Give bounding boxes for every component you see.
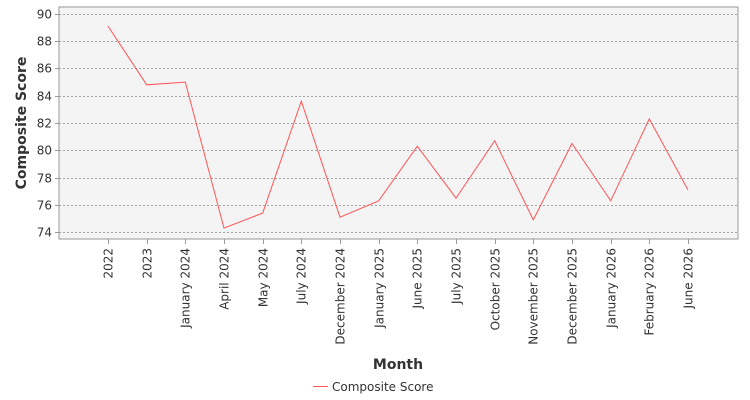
y-tick-label-90: 90 bbox=[37, 8, 52, 22]
x-tick-label-0: 2022 bbox=[102, 248, 116, 279]
x-tick-label-11: November 2025 bbox=[527, 248, 541, 345]
y-tick-label-76: 76 bbox=[37, 199, 52, 213]
data-point-6 bbox=[339, 216, 342, 219]
y-tick-label-82: 82 bbox=[37, 117, 52, 131]
x-axis-title: Month bbox=[373, 357, 423, 373]
data-point-10 bbox=[493, 139, 496, 142]
x-tick-label-1: 2023 bbox=[141, 248, 155, 279]
data-point-4 bbox=[261, 212, 264, 215]
y-tick-label-84: 84 bbox=[37, 90, 52, 104]
data-point-1 bbox=[145, 83, 148, 86]
data-point-13 bbox=[609, 199, 612, 202]
data-point-8 bbox=[416, 145, 419, 148]
x-tick-label-6: December 2024 bbox=[334, 248, 348, 345]
data-point-12 bbox=[571, 142, 574, 145]
data-point-3 bbox=[223, 227, 226, 230]
y-tick-label-88: 88 bbox=[37, 35, 52, 49]
y-axis-ticks: 74 76 78 80 82 84 86 88 90 bbox=[37, 8, 59, 240]
legend: Composite Score bbox=[313, 380, 433, 394]
x-tick-label-8: June 2025 bbox=[411, 248, 425, 310]
data-point-2 bbox=[184, 81, 187, 84]
x-tick-label-10: October 2025 bbox=[489, 248, 503, 330]
series-line-0 bbox=[107, 25, 689, 229]
data-point-5 bbox=[300, 100, 303, 103]
gridlines bbox=[59, 14, 738, 233]
data-point-11 bbox=[532, 218, 535, 221]
x-axis-ticks: 2022 2023 January 2024 April 2024 May 2024 Ju… bbox=[102, 239, 696, 345]
x-tick-label-3: April 2024 bbox=[218, 248, 232, 310]
data-point-15 bbox=[687, 188, 690, 191]
x-tick-label-14: February 2026 bbox=[643, 248, 657, 336]
x-tick-label-4: May 2024 bbox=[257, 248, 271, 307]
y-tick-label-86: 86 bbox=[37, 62, 52, 76]
x-tick-label-15: June 2026 bbox=[682, 248, 696, 310]
x-tick-label-12: December 2025 bbox=[566, 248, 580, 345]
y-axis-title: Composite Score bbox=[14, 57, 30, 190]
x-tick-label-5: July 2024 bbox=[295, 248, 309, 305]
data-point-9 bbox=[455, 197, 458, 200]
data-point-14 bbox=[648, 117, 651, 120]
y-tick-label-80: 80 bbox=[37, 144, 52, 158]
series-group bbox=[107, 25, 690, 230]
plot-area bbox=[58, 6, 739, 240]
legend-label-composite-score: Composite Score bbox=[332, 380, 433, 394]
data-point-0 bbox=[107, 25, 110, 28]
x-tick-label-9: July 2025 bbox=[450, 248, 464, 305]
x-tick-label-13: January 2026 bbox=[605, 248, 619, 329]
x-tick-label-7: January 2025 bbox=[373, 248, 387, 329]
data-point-7 bbox=[377, 199, 380, 202]
x-tick-label-2: January 2024 bbox=[179, 248, 193, 329]
y-tick-label-78: 78 bbox=[37, 172, 52, 186]
y-tick-label-74: 74 bbox=[37, 226, 52, 240]
